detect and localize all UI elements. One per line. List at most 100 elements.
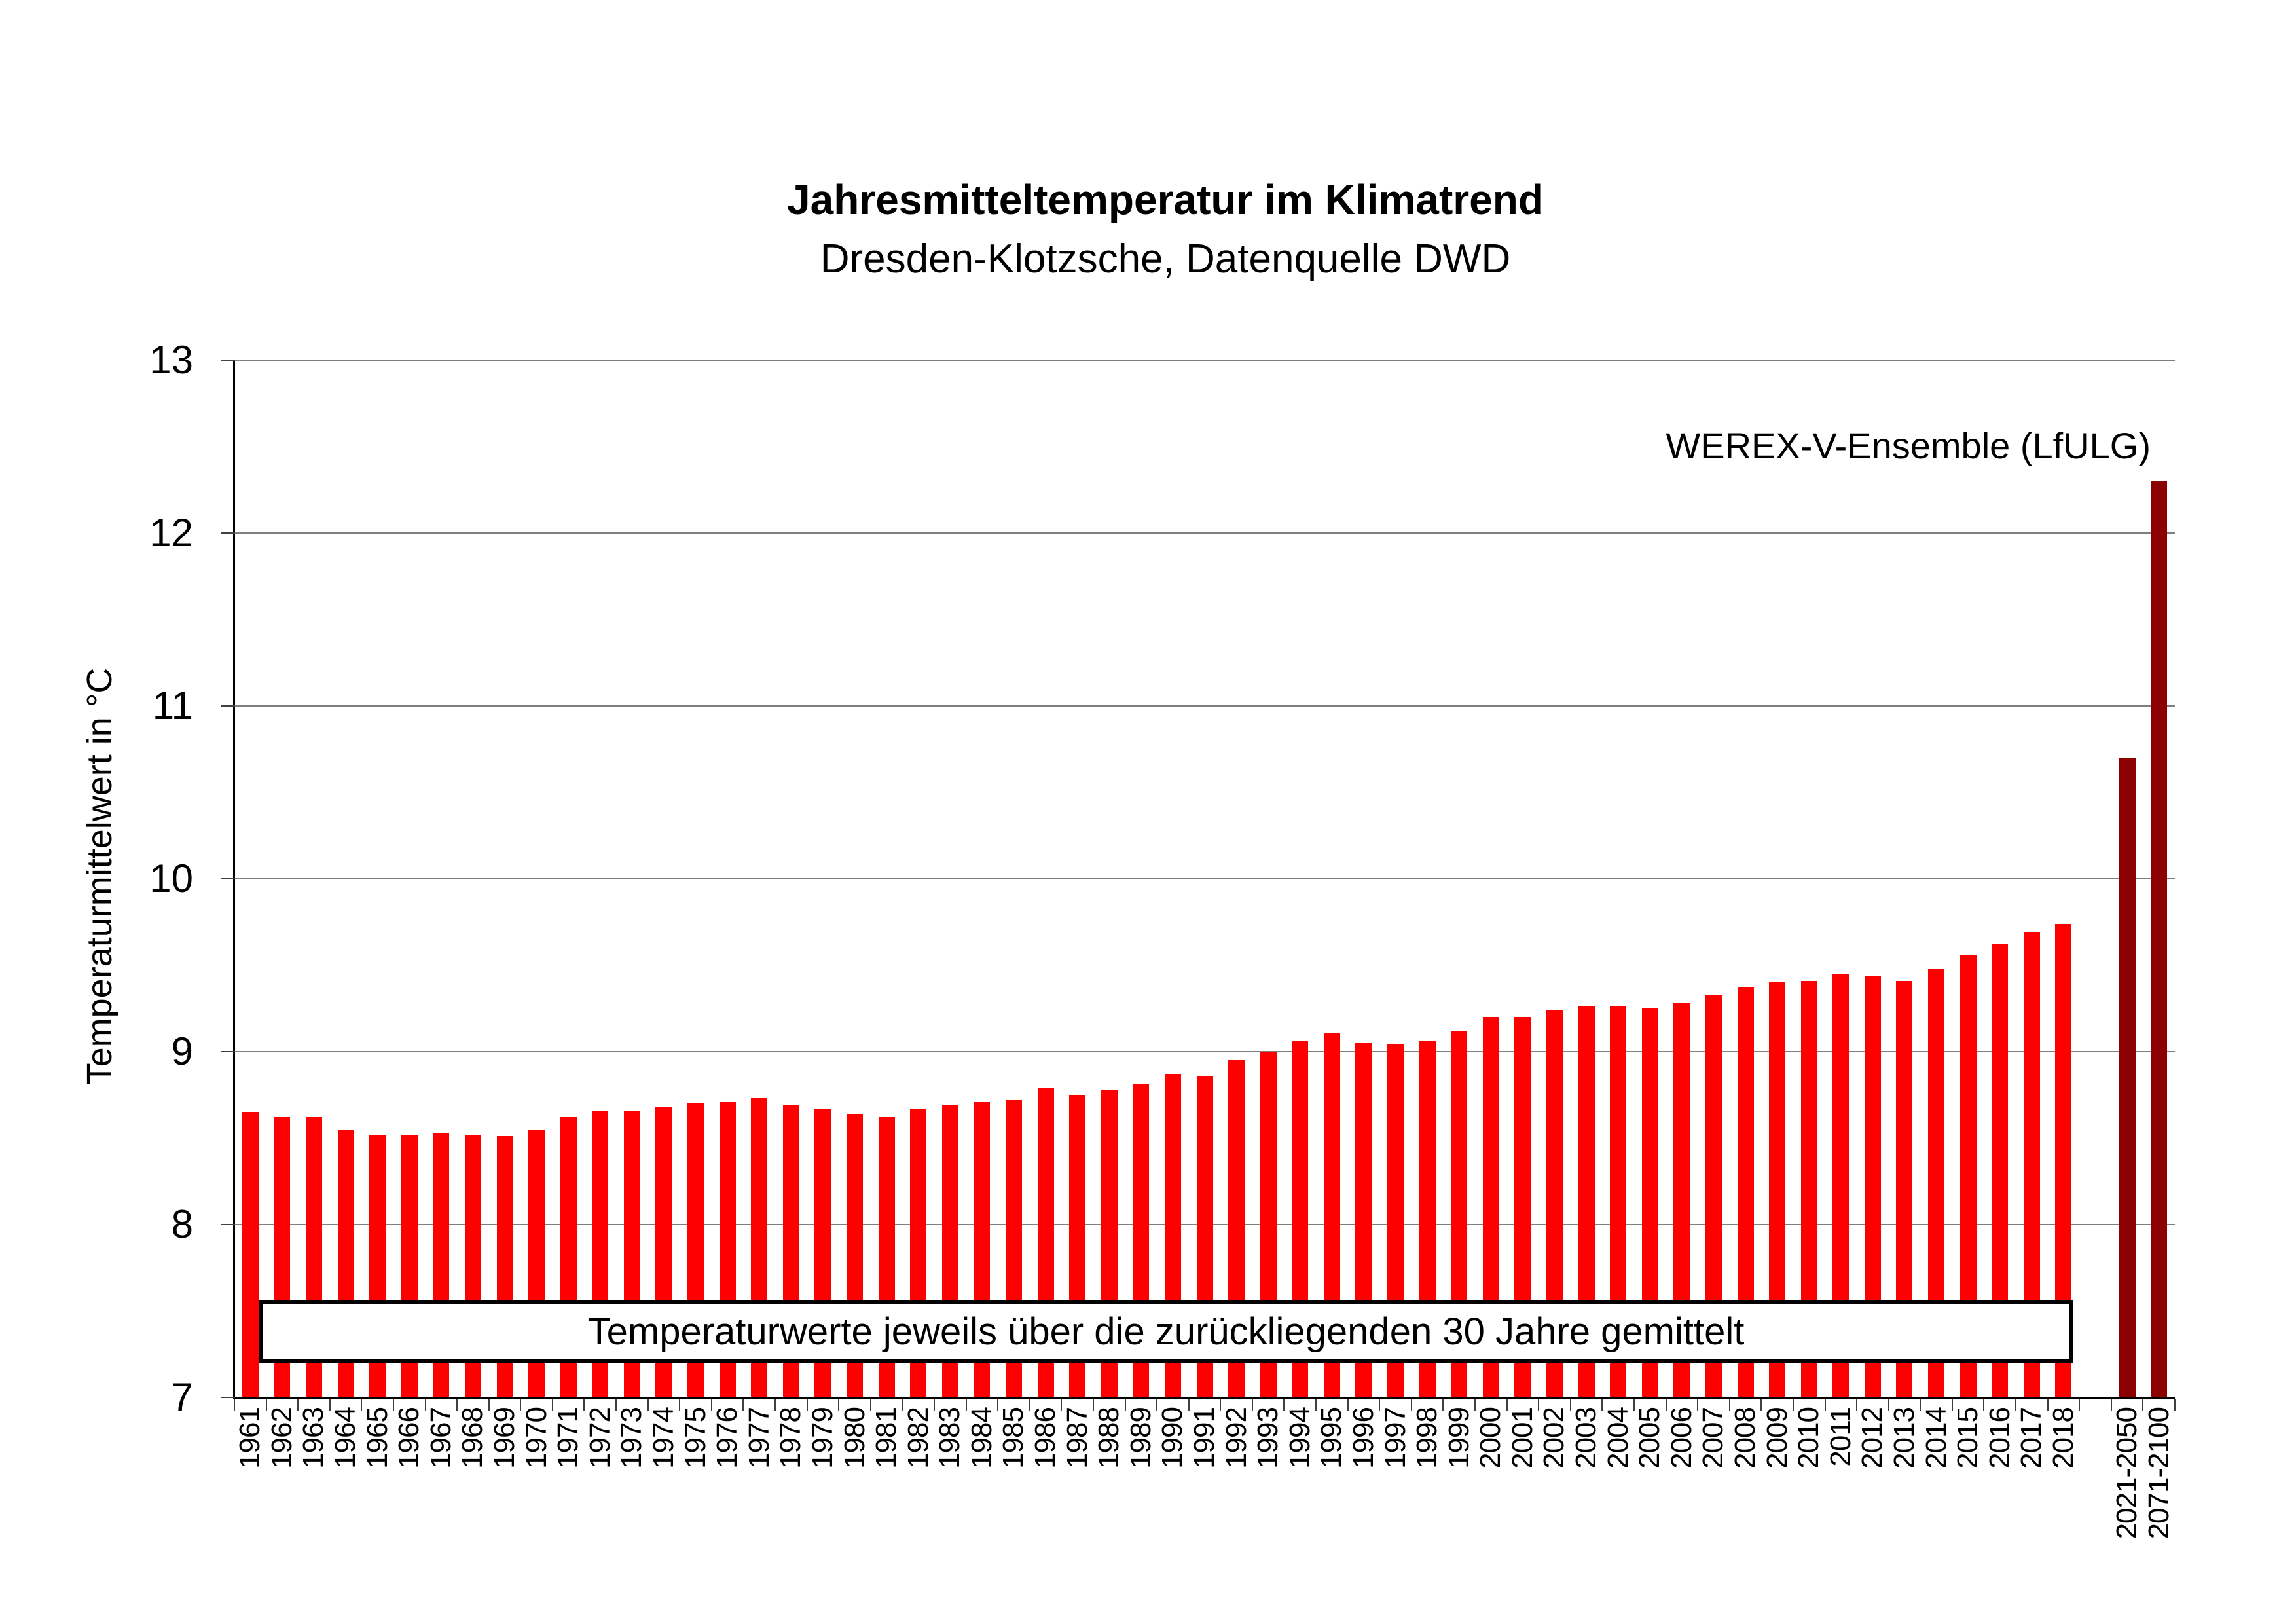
x-axis-tick	[2142, 1399, 2144, 1411]
x-axis-tick	[1856, 1399, 1858, 1411]
x-tick-label-1961: 1961	[234, 1407, 266, 1469]
x-axis-tick	[424, 1399, 426, 1411]
y-axis-tick-10	[221, 878, 235, 879]
x-axis-tick	[2174, 1399, 2176, 1411]
x-axis-tick	[933, 1399, 935, 1411]
x-axis-tick	[2079, 1399, 2081, 1411]
x-axis-tick	[1347, 1399, 1349, 1411]
x-tick-label-1988: 1988	[1093, 1407, 1125, 1469]
x-axis-tick	[1920, 1399, 1922, 1411]
x-tick-label-2006: 2006	[1665, 1407, 1698, 1469]
x-tick-label-1970: 1970	[520, 1407, 553, 1469]
x-tick-label-1976: 1976	[711, 1407, 744, 1469]
x-axis-tick	[234, 1399, 235, 1411]
x-tick-label-2008: 2008	[1729, 1407, 1762, 1469]
x-tick-label-1995: 1995	[1315, 1407, 1348, 1469]
x-tick-label-1964: 1964	[329, 1407, 362, 1469]
x-tick-label-1967: 1967	[424, 1407, 457, 1469]
x-axis-tick	[1220, 1399, 1222, 1411]
y-tick-label-7: 7	[171, 1375, 193, 1419]
x-axis-tick	[1410, 1399, 1412, 1411]
y-axis-tick-9	[221, 1051, 235, 1052]
y-tick-label-11: 11	[152, 684, 193, 728]
x-axis-tick	[1728, 1399, 1730, 1411]
x-tick-label-2018: 2018	[2047, 1407, 2079, 1469]
x-axis-tick	[520, 1399, 522, 1411]
x-tick-label-2017: 2017	[2015, 1407, 2048, 1469]
x-axis-tick	[1665, 1399, 1667, 1411]
x-tick-label-2011: 2011	[1824, 1407, 1857, 1467]
x-tick-label-2021-2050: 2021-2050	[2111, 1407, 2143, 1540]
x-axis-tick	[1569, 1399, 1571, 1411]
x-axis-tick	[647, 1399, 649, 1411]
y-tick-label-13: 13	[149, 338, 193, 382]
x-axis-tick	[1092, 1399, 1094, 1411]
x-tick-label-1977: 1977	[742, 1407, 775, 1469]
x-axis-tick	[1251, 1399, 1253, 1411]
x-tick-label-1971: 1971	[552, 1407, 585, 1469]
x-tick-label-1974: 1974	[647, 1407, 680, 1469]
x-tick-label-1982: 1982	[902, 1407, 934, 1469]
y-axis-tick-11	[221, 705, 235, 707]
x-tick-label-1986: 1986	[1029, 1407, 1062, 1469]
gridline-12	[234, 532, 2175, 534]
x-tick-label-1993: 1993	[1252, 1407, 1285, 1469]
chart-title: Jahresmitteltemperatur im Klimatrend	[787, 176, 1544, 223]
x-axis-tick	[869, 1399, 871, 1411]
gridline-9	[234, 1051, 2175, 1052]
x-axis-tick	[997, 1399, 999, 1411]
x-axis-tick	[1315, 1399, 1317, 1411]
x-axis-tick	[710, 1399, 712, 1411]
x-tick-label-1968: 1968	[456, 1407, 489, 1469]
x-axis-tick	[2110, 1399, 2112, 1411]
x-axis-tick	[265, 1399, 267, 1411]
x-axis-tick	[965, 1399, 967, 1411]
x-axis-tick	[1887, 1399, 1889, 1411]
ensemble-label: WEREX-V-Ensemble (LfULG)	[1666, 425, 2151, 466]
x-tick-label-1965: 1965	[361, 1407, 393, 1469]
x-axis-tick	[1379, 1399, 1381, 1411]
y-axis-tick-7	[221, 1397, 235, 1398]
x-tick-label-2003: 2003	[1570, 1407, 1603, 1469]
x-tick-label-1972: 1972	[583, 1407, 616, 1469]
x-axis-tick	[679, 1399, 681, 1411]
x-tick-label-2009: 2009	[1760, 1407, 1793, 1469]
x-tick-label-1994: 1994	[1283, 1407, 1316, 1469]
y-axis-tick-13	[221, 360, 235, 361]
x-axis-tick	[583, 1399, 585, 1411]
x-axis-tick	[774, 1399, 776, 1411]
gridline-13	[234, 360, 2175, 361]
x-axis-tick	[551, 1399, 553, 1411]
x-axis-tick	[1124, 1399, 1126, 1411]
gridline-10	[234, 878, 2175, 879]
x-tick-label-1966: 1966	[393, 1407, 426, 1469]
x-tick-label-2014: 2014	[1920, 1407, 1952, 1469]
x-axis-tick	[1156, 1399, 1158, 1411]
x-tick-label-1980: 1980	[838, 1407, 871, 1469]
x-axis-tick	[1792, 1399, 1794, 1411]
x-tick-label-1979: 1979	[806, 1407, 839, 1469]
x-tick-label-1990: 1990	[1156, 1407, 1189, 1469]
x-axis-tick	[1029, 1399, 1030, 1411]
x-axis-tick	[1951, 1399, 1953, 1411]
x-tick-label-2005: 2005	[1633, 1407, 1666, 1469]
x-tick-label-1969: 1969	[488, 1407, 521, 1469]
x-tick-label-1989: 1989	[1124, 1407, 1157, 1469]
x-axis-tick	[1633, 1399, 1635, 1411]
x-tick-label-1998: 1998	[1411, 1407, 1444, 1469]
y-axis-tick-12	[221, 532, 235, 534]
x-axis-tick	[1824, 1399, 1826, 1411]
x-axis-tick	[392, 1399, 394, 1411]
x-axis-tick	[1474, 1399, 1476, 1411]
x-tick-label-1973: 1973	[615, 1407, 648, 1469]
bar-2021-2050	[2119, 758, 2136, 1397]
y-tick-label-8: 8	[171, 1202, 193, 1246]
x-axis-tick	[456, 1399, 458, 1411]
x-axis-tick	[806, 1399, 808, 1411]
x-axis-tick	[615, 1399, 617, 1411]
x-tick-label-1962: 1962	[265, 1407, 298, 1469]
x-tick-label-2007: 2007	[1697, 1407, 1730, 1469]
x-tick-label-2016: 2016	[1983, 1407, 2016, 1469]
x-tick-label-1992: 1992	[1220, 1407, 1252, 1469]
x-tick-label-2012: 2012	[1856, 1407, 1889, 1469]
